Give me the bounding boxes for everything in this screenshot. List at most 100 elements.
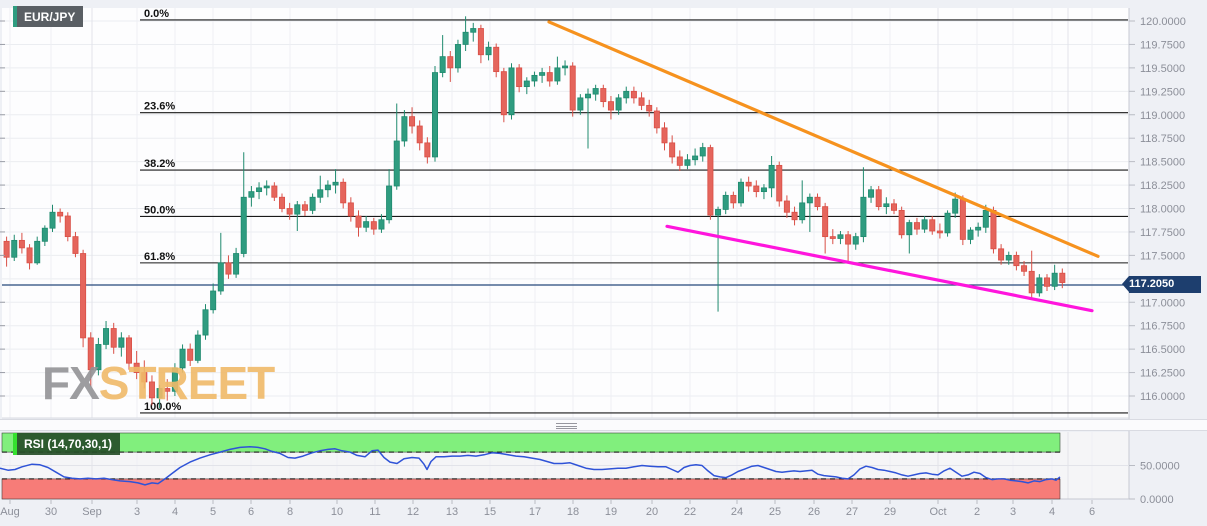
candle-body (738, 181, 745, 204)
rsi-indicator-badge[interactable]: RSI (14,70,30,1) (13, 433, 121, 455)
candle-body (393, 140, 400, 187)
candle-body (416, 125, 423, 144)
candle-body (990, 209, 997, 250)
candle-body (347, 202, 354, 217)
magenta-descending-support[interactable] (665, 224, 1094, 313)
candle-body (539, 72, 546, 76)
candle-body (814, 196, 821, 208)
candle-body (87, 337, 94, 371)
fib-level-label: 61.8% (144, 251, 175, 263)
candle-body (447, 56, 454, 69)
price-axis-label: 116.0000 (1140, 391, 1185, 403)
time-axis-label: 26 (808, 506, 820, 518)
time-axis-label: 8 (287, 506, 293, 518)
candle-body (57, 211, 64, 217)
candle-body (630, 90, 637, 99)
candle-body (699, 147, 706, 157)
candle-body (454, 44, 461, 69)
candle-body (309, 196, 316, 211)
candle-body (868, 189, 875, 198)
candle-body (936, 230, 943, 234)
time-axis-label: 20 (646, 506, 658, 518)
time-axis-label: 11 (369, 506, 380, 518)
fib-level-label: 23.6% (144, 101, 175, 113)
price-axis-label: 118.7500 (1140, 133, 1185, 145)
price-axis-label: 118.0000 (1140, 204, 1185, 216)
candle-body (875, 189, 882, 208)
candle-body (256, 187, 263, 193)
candle-body (607, 101, 614, 111)
candle-body (485, 46, 492, 56)
candle-body (248, 191, 255, 198)
candle-body (776, 164, 783, 202)
orange-descending-resistance[interactable] (547, 20, 1100, 258)
price-axis-label: 118.2500 (1140, 180, 1185, 192)
candle-body (386, 185, 393, 221)
fib-level-label: 100.0% (144, 401, 182, 413)
candle-body (500, 71, 507, 116)
candle-body (822, 206, 829, 238)
candle-body (829, 236, 836, 239)
time-axis-label: 15 (484, 506, 496, 518)
candle-body (1028, 270, 1035, 294)
candle-body (944, 212, 951, 234)
time-axis-label: 19 (605, 506, 617, 518)
candle-body (340, 181, 347, 204)
symbol-badge: EUR/JPY (13, 6, 84, 27)
time-axis-label: 5 (210, 506, 216, 518)
time-axis-label: 27 (846, 506, 858, 518)
candle-body (210, 290, 217, 311)
candle-body (3, 240, 10, 258)
price-axis-label: 117.7500 (1140, 227, 1185, 239)
price-axis-label: 116.7500 (1140, 321, 1185, 333)
candle-body (891, 203, 898, 211)
rsi-axis-label: 50.0000 (1140, 461, 1180, 473)
candle-body (118, 337, 125, 348)
candle-body (508, 67, 515, 116)
candle-body (378, 219, 385, 230)
candle-body (110, 328, 117, 348)
symbol-label: EUR/JPY (17, 6, 84, 27)
time-axis-label: 12 (407, 506, 419, 518)
candle-body (768, 164, 775, 189)
candle-body (998, 248, 1005, 261)
candle-body (225, 262, 232, 275)
candle-body (332, 181, 339, 186)
rsi-line (0, 445, 1061, 486)
time-axis-label: 3 (134, 506, 140, 518)
pane-splitter[interactable] (0, 419, 1207, 431)
candle-body (409, 116, 416, 127)
candle-body (692, 155, 699, 161)
candle-body (1005, 254, 1012, 261)
candle-body (363, 221, 370, 228)
candle-body (523, 80, 530, 88)
fib-level-label: 50.0% (144, 204, 175, 216)
candle-body (171, 367, 178, 392)
candle-body (286, 208, 293, 215)
candle-body (577, 97, 584, 111)
candle-body (324, 184, 331, 191)
candle-body (1021, 265, 1028, 272)
candle-body (233, 253, 240, 275)
price-axis-label: 119.7500 (1140, 39, 1185, 51)
candle-body (684, 159, 691, 166)
candle-body (41, 227, 48, 242)
candle-body (600, 88, 607, 103)
candle-body (653, 110, 660, 129)
candle-body (715, 209, 722, 216)
candle-body (18, 239, 25, 249)
candle-body (431, 72, 438, 158)
candle-body (730, 194, 737, 204)
candle-body (470, 28, 477, 33)
candle-body (646, 104, 653, 112)
candle-body (661, 127, 668, 144)
candle-body (34, 240, 41, 264)
candle-body (562, 65, 569, 69)
candle-body (676, 156, 683, 166)
candle-body (317, 189, 324, 198)
candle-body (477, 28, 484, 56)
splitter-grip-icon[interactable] (556, 423, 577, 431)
price-axis-label: 116.2500 (1140, 368, 1185, 380)
candle-body (462, 31, 469, 45)
